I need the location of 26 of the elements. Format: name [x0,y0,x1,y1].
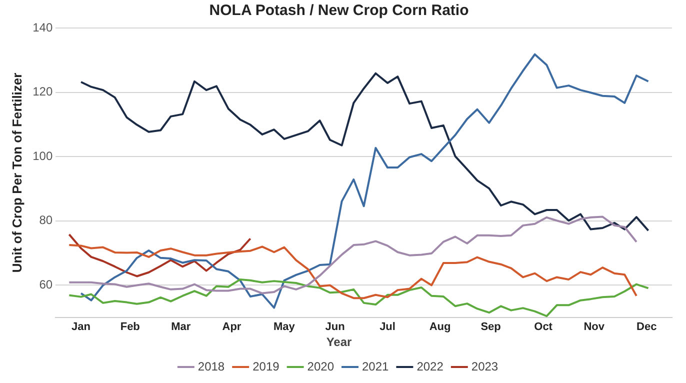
y-tick-label: 80 [39,213,53,228]
legend-label: 2018 [198,359,225,374]
x-tick-label: Dec [636,321,657,334]
x-tick-label: Oct [534,321,553,334]
x-tick-label: Aug [429,321,451,334]
x-tick-label: Jul [380,321,396,334]
legend-label: 2022 [416,359,444,374]
legend-label: 2021 [362,359,390,374]
y-tick-label: 120 [32,84,53,99]
x-tick-label: May [274,321,296,334]
y-axis-title: Unit of Crop Per Ton of Fertilizer [9,72,24,273]
legend-title: Year [326,334,352,349]
x-tick-label: Mar [171,321,192,334]
x-tick-label: Apr [222,321,242,334]
x-tick-label: Feb [120,321,140,334]
legend-label: 2019 [252,359,280,374]
legend-label: 2023 [471,359,498,374]
x-tick-label: Nov [584,321,606,334]
y-tick-label: 100 [32,148,53,163]
legend-label: 2020 [307,359,334,374]
x-tick-label: Jun [325,321,346,334]
chart-title: NOLA Potash / New Crop Corn Ratio [209,2,469,20]
y-tick-label: 60 [39,278,53,292]
y-tick-label: 140 [32,20,53,34]
x-tick-label: Sep [480,321,502,334]
x-tick-label: Jan [72,321,91,334]
